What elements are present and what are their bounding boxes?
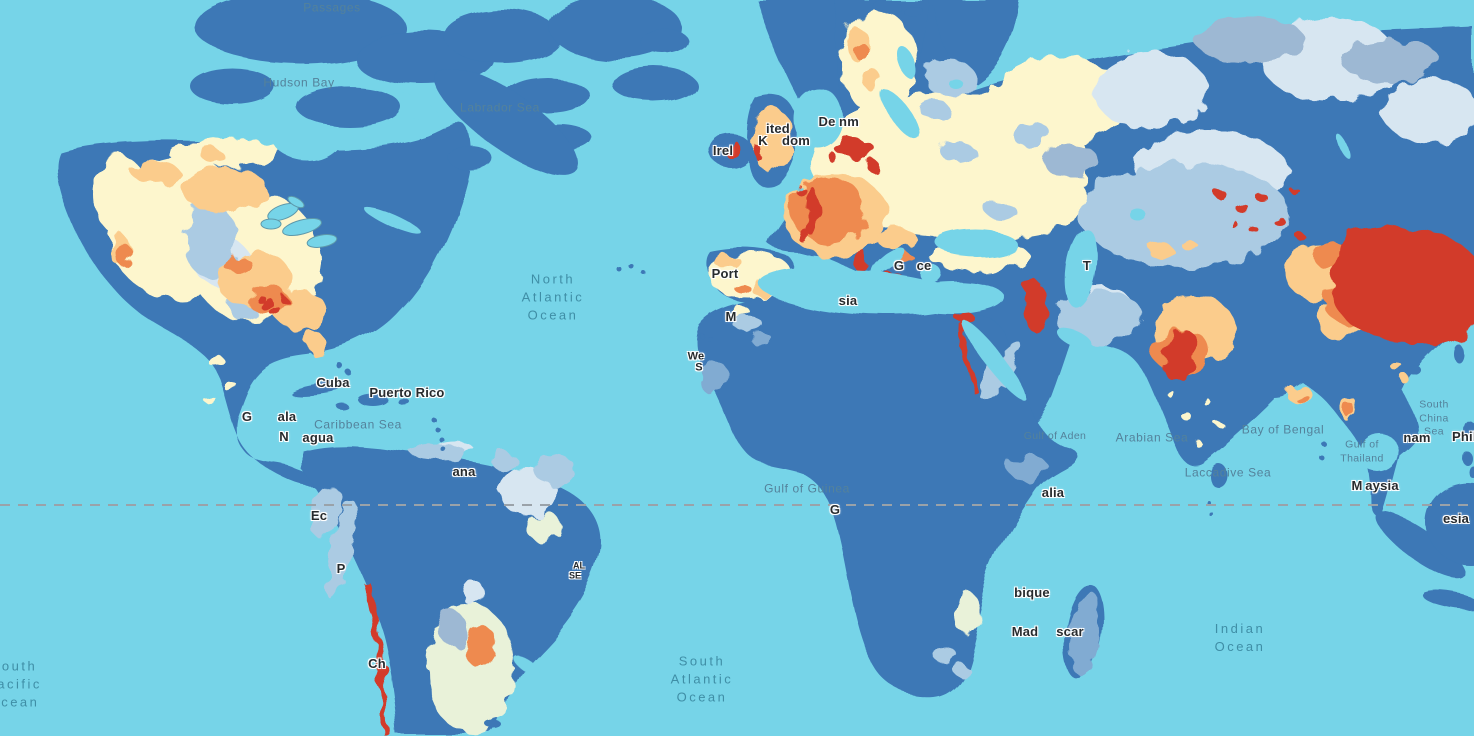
islands-layer	[190, 0, 1474, 732]
great-lakes	[260, 195, 338, 248]
equator-dashed-line	[0, 504, 1474, 506]
choropleth-layer	[94, 10, 1474, 735]
